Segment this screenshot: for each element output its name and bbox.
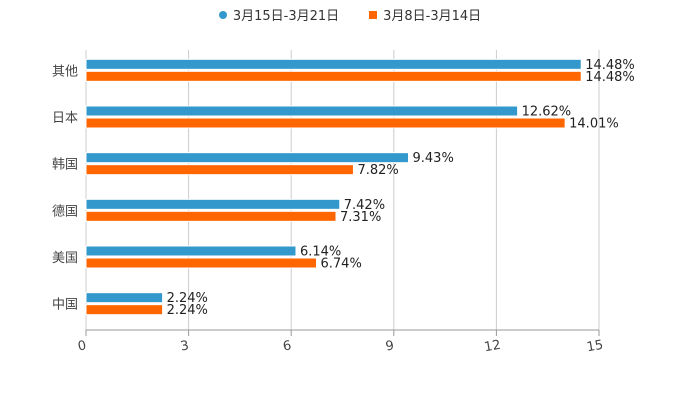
legend-item-week-current[interactable]: 3月15日-3月21日 bbox=[218, 5, 340, 24]
bar-previous-week bbox=[85, 117, 566, 129]
legend-item-week-previous[interactable]: 3月8日-3月14日 bbox=[369, 5, 481, 24]
bar-current-week bbox=[85, 245, 297, 257]
bar-current-week bbox=[85, 198, 341, 210]
bar-previous-week bbox=[85, 164, 354, 176]
y-category-label: 德国 bbox=[52, 204, 78, 219]
y-category-label: 其他 bbox=[52, 64, 78, 79]
data-label: 6.14% bbox=[300, 245, 341, 260]
legend-circle-icon bbox=[218, 10, 227, 19]
x-tick-label: 6 bbox=[282, 338, 293, 354]
data-label: 2.24% bbox=[167, 291, 208, 306]
y-category-label: 美国 bbox=[52, 251, 78, 266]
y-category-label: 中国 bbox=[52, 298, 78, 313]
data-label: 9.43% bbox=[413, 151, 454, 166]
bar-previous-week bbox=[85, 304, 164, 316]
bar-previous-week bbox=[85, 257, 318, 269]
data-label: 14.01% bbox=[569, 117, 619, 132]
bar-current-week bbox=[85, 152, 410, 164]
data-label: 7.82% bbox=[357, 163, 398, 178]
legend-label: 3月15日-3月21日 bbox=[232, 9, 340, 24]
data-label: 7.31% bbox=[340, 210, 381, 225]
bar-current-week bbox=[85, 58, 582, 70]
data-label: 14.48% bbox=[585, 70, 635, 85]
data-label: 12.62% bbox=[522, 105, 572, 120]
data-label: 2.24% bbox=[167, 303, 208, 318]
data-label: 7.42% bbox=[344, 198, 385, 213]
chart-legend: 3月15日-3月21日 3月8日-3月14日 bbox=[0, 5, 700, 24]
bar-current-week bbox=[85, 292, 164, 304]
y-category-label: 日本 bbox=[52, 111, 78, 126]
x-tick-label: 12 bbox=[483, 338, 502, 356]
x-tick-label: 15 bbox=[586, 338, 605, 356]
bar-current-week bbox=[85, 105, 519, 117]
x-tick-label: 0 bbox=[77, 338, 88, 354]
bar-previous-week bbox=[85, 70, 582, 82]
data-label: 14.48% bbox=[585, 58, 635, 73]
y-category-label: 韩国 bbox=[52, 158, 78, 173]
data-label: 6.74% bbox=[321, 257, 362, 272]
legend-square-icon bbox=[369, 10, 378, 19]
bar-previous-week bbox=[85, 210, 337, 222]
x-tick-label: 3 bbox=[179, 338, 190, 354]
x-tick-label: 9 bbox=[385, 338, 396, 354]
legend-label: 3月8日-3月14日 bbox=[383, 9, 482, 24]
